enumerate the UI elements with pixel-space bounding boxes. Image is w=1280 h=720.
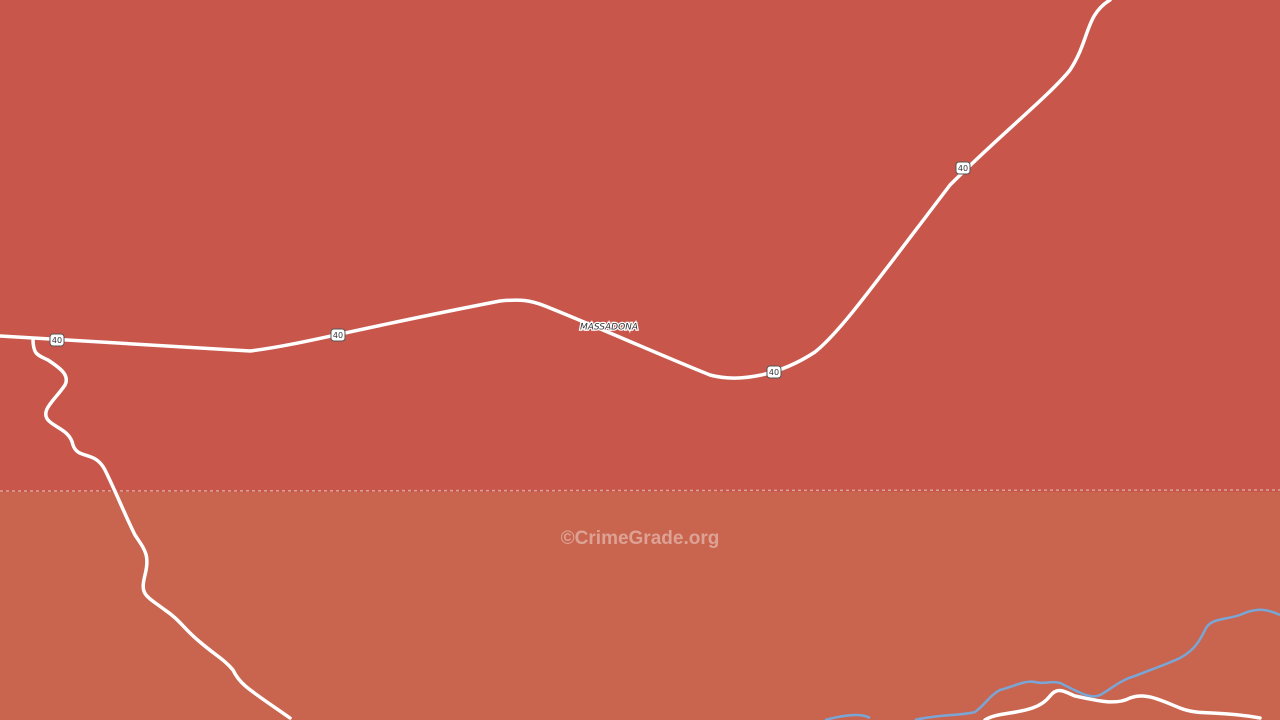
- shield-box: [330, 328, 346, 342]
- road: [983, 688, 1262, 720]
- watermark: ©CrimeGrade.org: [561, 528, 720, 549]
- place-label: MASSADONA: [580, 323, 638, 333]
- route-shields: 40 40 40 40: [49, 161, 971, 379]
- highway: [0, 0, 1112, 380]
- zone-high: [0, 0, 1280, 492]
- shield-box: [766, 365, 782, 379]
- road: [31, 337, 292, 720]
- shield-label: 40: [958, 164, 968, 173]
- zone-lower: [0, 492, 1280, 720]
- shield-label: 40: [333, 331, 343, 340]
- shield-box: [49, 333, 65, 347]
- shield-label: 40: [52, 336, 62, 345]
- river: [824, 608, 1280, 720]
- shield-label: 40: [769, 368, 779, 377]
- shield-box: [955, 161, 971, 175]
